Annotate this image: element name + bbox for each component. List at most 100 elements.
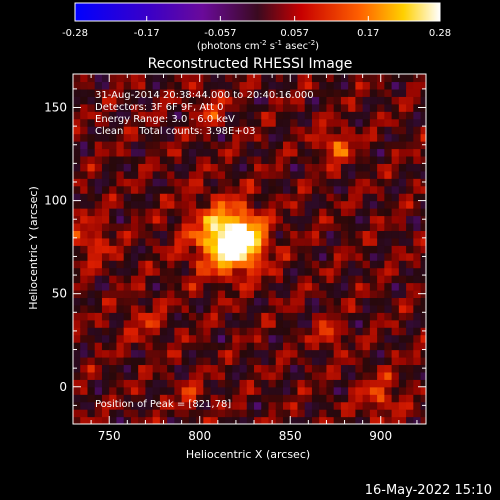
heatmap-cell [174, 297, 183, 306]
heatmap-cell [239, 74, 248, 83]
heatmap-cell [152, 401, 161, 410]
heatmap-cell [152, 416, 161, 424]
heatmap-cell [138, 81, 147, 90]
heatmap-cell [326, 312, 335, 321]
heatmap-cell [196, 386, 204, 395]
heatmap-cell [377, 334, 385, 343]
heatmap-cell [362, 349, 371, 358]
heatmap-cell [210, 282, 219, 291]
heatmap-cell [377, 155, 385, 164]
heatmap-cell [290, 297, 299, 306]
heatmap-cell [101, 96, 110, 105]
heatmap-cell [73, 170, 81, 179]
heatmap-cell [87, 222, 96, 231]
heatmap-cell [225, 379, 233, 388]
heatmap-cell [398, 267, 407, 276]
heatmap-cell [181, 282, 190, 291]
heatmap-cell [239, 252, 248, 261]
heatmap-cell [319, 379, 328, 388]
heatmap-cell [80, 133, 89, 142]
colorbar-tick-label: 0.057 [280, 28, 309, 39]
heatmap-cell [261, 409, 270, 418]
heatmap-cell [73, 126, 81, 135]
heatmap-cell [391, 356, 400, 366]
heatmap-cell [413, 88, 422, 97]
heatmap-cell [304, 193, 313, 202]
heatmap-cell [304, 267, 313, 276]
heatmap-cell [391, 215, 400, 224]
heatmap-cell [225, 245, 233, 254]
heatmap-cell [340, 289, 349, 299]
heatmap-cell [290, 327, 299, 336]
heatmap-cell [138, 289, 147, 299]
heatmap-cell [348, 222, 356, 231]
heatmap-cell [348, 342, 356, 351]
heatmap-cell [159, 379, 168, 388]
heatmap-cell [152, 356, 161, 366]
heatmap-cell [196, 401, 204, 410]
heatmap-cell [333, 81, 342, 90]
heatmap-cell [282, 222, 291, 231]
heatmap-cell [384, 126, 393, 135]
heatmap-cell [232, 327, 241, 336]
heatmap-cell [159, 81, 168, 90]
heatmap-cell [319, 88, 328, 97]
heatmap-cell [282, 208, 291, 217]
heatmap-cell [159, 111, 168, 120]
heatmap-cell [87, 230, 96, 239]
heatmap-cell [109, 245, 118, 254]
heatmap-cell [196, 260, 204, 269]
heatmap-cell [101, 304, 110, 313]
heatmap-cell [297, 193, 306, 202]
heatmap-cell [348, 200, 356, 209]
heatmap-cell [188, 96, 197, 105]
heatmap-cell [246, 96, 255, 105]
heatmap-cell [80, 215, 89, 224]
heatmap-cell [138, 252, 147, 261]
heatmap-cell [319, 267, 328, 276]
heatmap-cell [145, 237, 154, 246]
heatmap-cell [239, 349, 248, 358]
heatmap-cell [398, 133, 407, 142]
heatmap-cell [181, 163, 190, 172]
heatmap-cell [174, 111, 183, 120]
heatmap-cell [152, 304, 161, 313]
heatmap-cell [152, 208, 161, 217]
heatmap-cell [369, 178, 378, 187]
heatmap-cell [145, 163, 154, 172]
heatmap-cell [413, 245, 422, 254]
heatmap-cell [217, 237, 226, 246]
heatmap-cell [188, 215, 197, 224]
heatmap-cell [101, 193, 110, 202]
heatmap-cell [246, 394, 255, 403]
heatmap-cell [203, 74, 212, 83]
heatmap-cell [80, 222, 89, 231]
heatmap-cell [80, 401, 89, 410]
heatmap-cell [319, 126, 328, 135]
heatmap-cell [116, 200, 125, 209]
heatmap-cell [80, 394, 89, 403]
heatmap-cell [203, 193, 212, 202]
heatmap-cell [406, 245, 414, 254]
heatmap-cell [304, 178, 313, 187]
heatmap-cell [282, 126, 291, 135]
heatmap-cell [145, 118, 154, 127]
heatmap-cell [406, 103, 414, 112]
heatmap-cell [87, 401, 96, 410]
heatmap-cell [398, 74, 407, 83]
heatmap-cell [232, 401, 241, 410]
heatmap-cell [152, 297, 161, 306]
heatmap-cell [130, 289, 139, 299]
heatmap-cell [355, 96, 364, 105]
heatmap-cell [362, 356, 371, 366]
heatmap-cell [311, 178, 320, 187]
heatmap-cell [246, 312, 255, 321]
heatmap-cell [355, 334, 364, 343]
heatmap-cell [152, 386, 161, 395]
heatmap-cell [239, 178, 248, 187]
heatmap-cell [174, 126, 183, 135]
heatmap-cell [261, 379, 270, 388]
heatmap-cell [391, 230, 400, 239]
heatmap-cell [80, 103, 89, 112]
heatmap-cell [174, 103, 183, 112]
